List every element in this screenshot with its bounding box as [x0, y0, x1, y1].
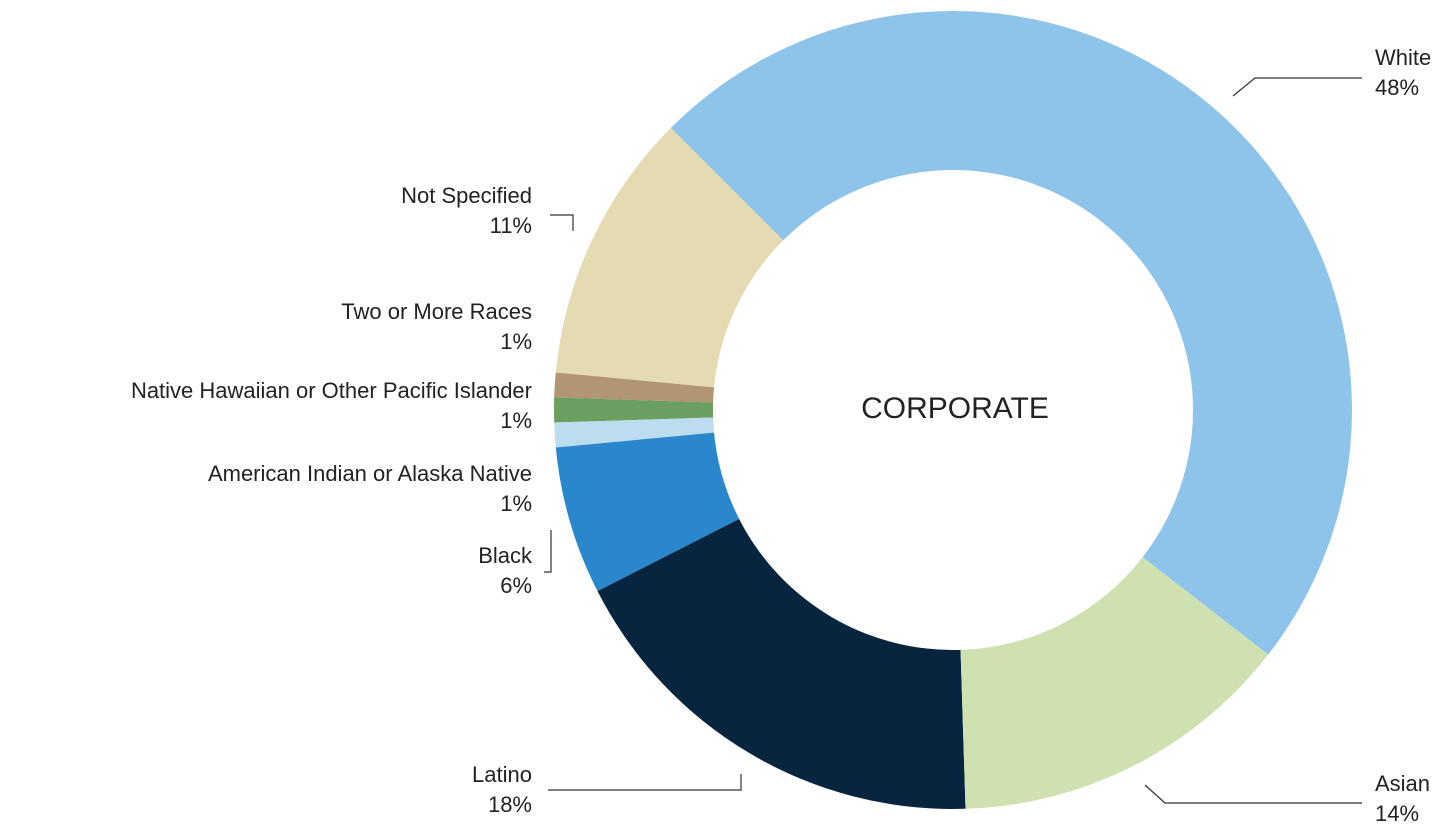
leader-line: [1144, 784, 1362, 804]
center-label: CORPORATE: [861, 392, 1049, 425]
leader-line: [548, 774, 742, 791]
slice-value-label: 1%: [500, 408, 532, 433]
donut-slice: [555, 127, 784, 388]
slice-label: White: [1375, 45, 1431, 70]
slice-value-label: 48%: [1375, 75, 1419, 100]
slice-label: Native Hawaiian or Other Pacific Islande…: [131, 378, 532, 403]
slice-label: Not Specified: [401, 183, 532, 208]
donut-slice: [960, 557, 1269, 809]
slice-value-label: 1%: [500, 491, 532, 516]
slice-label: Black: [478, 543, 533, 568]
donut-slice: [597, 518, 966, 809]
donut-slice: [555, 432, 740, 592]
leader-line: [544, 530, 552, 573]
slice-value-label: 6%: [500, 573, 532, 598]
slice-label: American Indian or Alaska Native: [208, 461, 532, 486]
leader-line: [550, 214, 574, 231]
donut-slice: [554, 417, 715, 448]
slice-label: Asian: [1375, 771, 1430, 796]
slice-value-label: 11%: [490, 213, 532, 238]
donut-slice: [670, 10, 1352, 655]
slice-label: Latino: [472, 762, 532, 787]
slice-value-label: 1%: [500, 329, 532, 354]
slice-value-label: 18%: [488, 792, 532, 817]
slice-value-label: 14%: [1375, 801, 1419, 826]
slice-label: Two or More Races: [341, 299, 532, 324]
leader-line: [1232, 77, 1362, 97]
donut-slice: [554, 372, 715, 403]
donut-slice: [554, 397, 714, 423]
